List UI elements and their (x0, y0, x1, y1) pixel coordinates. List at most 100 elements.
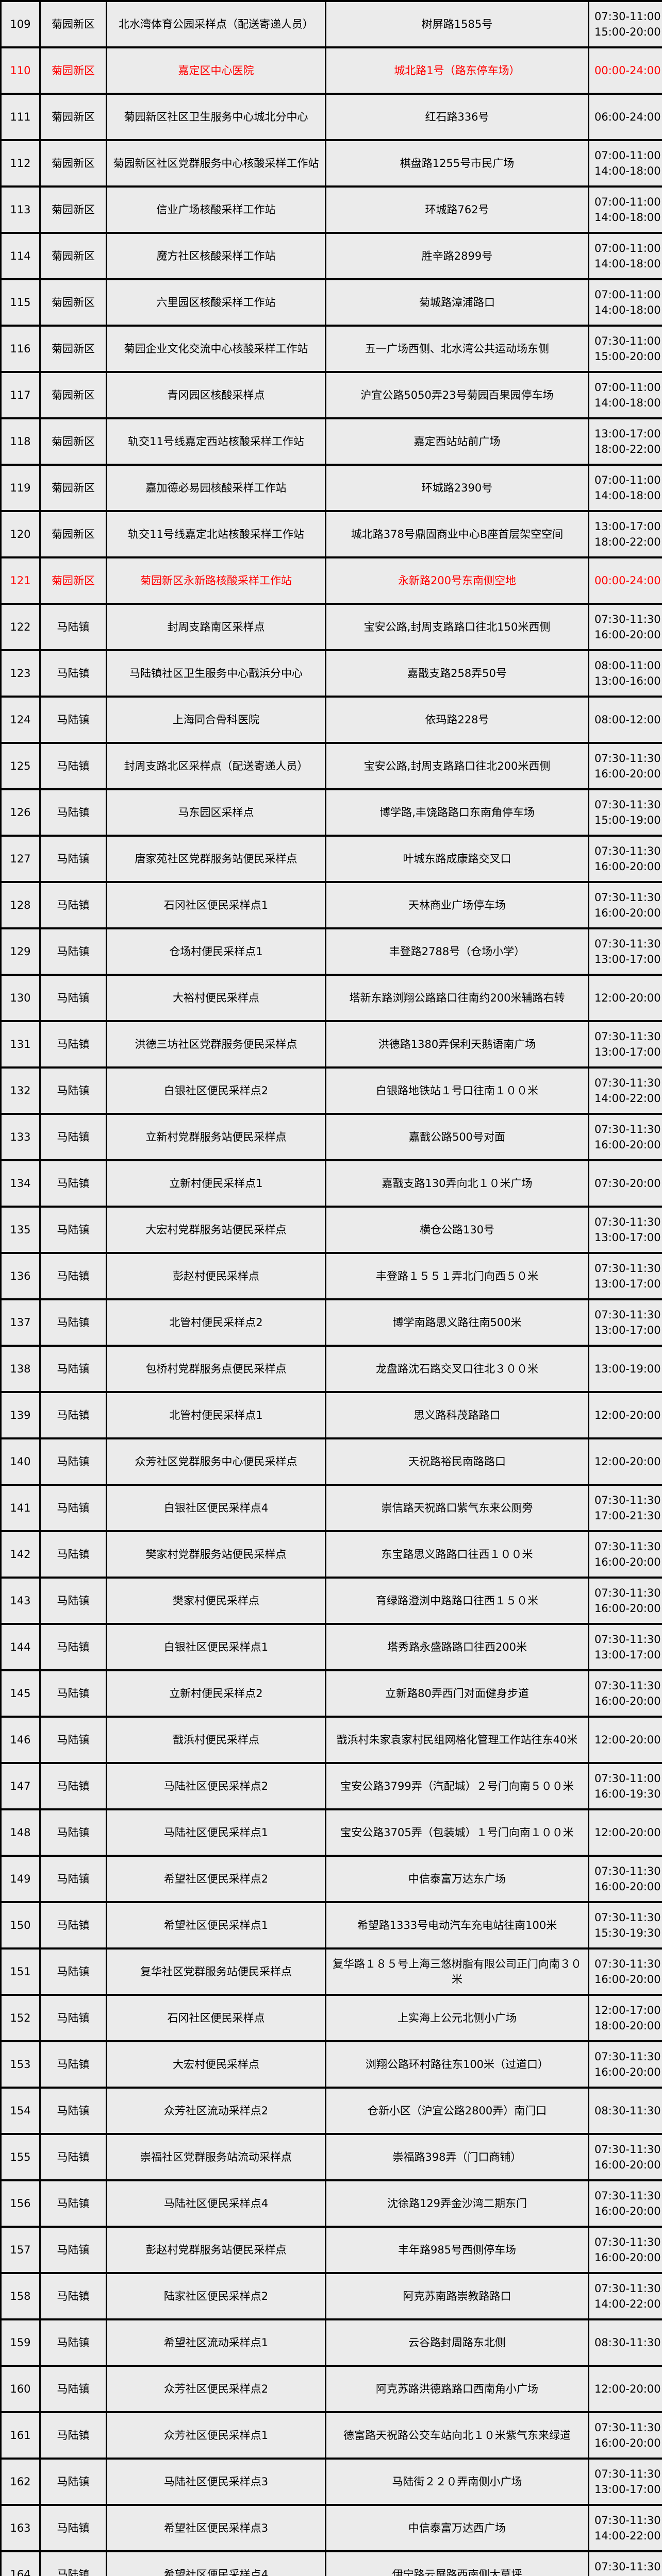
site-address: 依玛路228号 (325, 696, 589, 744)
site-number: 120 (0, 510, 41, 558)
site-hours: 12:00-20:00 (588, 1391, 662, 1439)
site-hours: 07:30-11:30 14:00-22:00 (588, 2272, 662, 2320)
site-address: 阿克苏南路崇教路路口 (325, 2272, 589, 2320)
table-row: 129 马陆镇 仓场村便民采样点1 丰登路2788号（仓场小学） 07:30-1… (0, 927, 662, 976)
site-number: 160 (0, 2365, 41, 2413)
site-name: 北管村便民采样点2 (106, 1298, 326, 1347)
site-address: 希望路1333号电动汽车充电站往南100米 (325, 1901, 589, 1950)
site-number: 117 (0, 371, 41, 419)
site-address: 戬浜村朱家袁家村民组网格化管理工作站往东40米 (325, 1716, 589, 1764)
site-district: 马陆镇 (39, 1994, 107, 2042)
site-name: 彭赵村党群服务站便民采样点 (106, 2226, 326, 2274)
site-name: 菊园企业文化交流中心核酸采样工作站 (106, 325, 326, 373)
site-number: 134 (0, 1159, 41, 1208)
site-name: 希望社区便民采样点3 (106, 2504, 326, 2552)
site-number: 135 (0, 1206, 41, 1254)
site-district: 马陆镇 (39, 2040, 107, 2089)
site-address: 中信泰富万达西广场 (325, 2504, 589, 2552)
table-row: 126 马陆镇 马东园区采样点 博学路,丰饶路路口东南角停车场 07:30-11… (0, 788, 662, 837)
site-name: 六里园区核酸采样工作站 (106, 278, 326, 327)
site-address: 宝安公路3799弄（汽配城）２号门向南５００米 (325, 1762, 589, 1810)
site-name: 轨交11号线嘉定西站核酸采样工作站 (106, 417, 326, 466)
site-address: 伊宁路云屏路西南侧大草坪 (325, 2550, 589, 2576)
site-name: 马陆镇社区卫生服务中心戬浜分中心 (106, 649, 326, 698)
table-row: 149 马陆镇 希望社区便民采样点2 中信泰富万达东广场 07:30-11:30… (0, 1855, 662, 1903)
site-number: 144 (0, 1623, 41, 1671)
site-hours: 07:30-11:30 13:00-17:00 (588, 1298, 662, 1347)
site-address: 树屏路1585号 (325, 0, 589, 48)
site-district: 马陆镇 (39, 2272, 107, 2320)
site-address: 复华路１８５号上海三悠树脂有限公司正门向南３０米 (325, 1947, 589, 1996)
site-name: 洪德三坊社区党群服务便民采样点 (106, 1020, 326, 1069)
table-row: 131 马陆镇 洪德三坊社区党群服务便民采样点 洪德路1380弄保利天鹅语南广场… (0, 1020, 662, 1069)
site-district: 马陆镇 (39, 1206, 107, 1254)
site-address: 丰年路985号西侧停车场 (325, 2226, 589, 2274)
site-number: 143 (0, 1577, 41, 1625)
site-hours: 07:30-11:00 16:00-19:30 (588, 1762, 662, 1810)
site-number: 140 (0, 1437, 41, 1486)
site-district: 马陆镇 (39, 1066, 107, 1115)
site-district: 马陆镇 (39, 2318, 107, 2367)
table-row: 139 马陆镇 北管村便民采样点1 思义路科茂路路口 12:00-20:00 (0, 1391, 662, 1439)
site-address: 育绿路澄浏中路路口往西１５０米 (325, 1577, 589, 1625)
site-address: 五一广场西侧、北水湾公共运动场东侧 (325, 325, 589, 373)
site-number: 114 (0, 232, 41, 280)
site-district: 菊园新区 (39, 185, 107, 234)
site-hours: 12:00-20:00 (588, 1808, 662, 1857)
site-number: 149 (0, 1855, 41, 1903)
table-row: 140 马陆镇 众芳社区党群服务中心便民采样点 天祝路裕民南路路口 12:00-… (0, 1437, 662, 1486)
site-address: 嘉戬支路258弄50号 (325, 649, 589, 698)
site-address: 上实海上公元北侧小广场 (325, 1994, 589, 2042)
site-name: 陆家社区便民采样点2 (106, 2272, 326, 2320)
site-hours: 07:30-11:30 15:00-19:00 (588, 788, 662, 837)
table-row: 163 马陆镇 希望社区便民采样点3 中信泰富万达西广场 07:30-11:30… (0, 2504, 662, 2552)
site-number: 147 (0, 1762, 41, 1810)
site-district: 马陆镇 (39, 2550, 107, 2576)
site-name: 众芳社区便民采样点1 (106, 2411, 326, 2460)
site-name: 轨交11号线嘉定北站核酸采样工作站 (106, 510, 326, 558)
table-row: 118 菊园新区 轨交11号线嘉定西站核酸采样工作站 嘉定西站站前广场 13:0… (0, 417, 662, 466)
site-number: 141 (0, 1484, 41, 1532)
site-district: 马陆镇 (39, 881, 107, 929)
table-row: 143 马陆镇 樊家村便民采样点 育绿路澄浏中路路口往西１５０米 07:30-1… (0, 1577, 662, 1625)
site-number: 113 (0, 185, 41, 234)
site-address: 红石路336号 (325, 93, 589, 141)
site-district: 马陆镇 (39, 2458, 107, 2506)
site-address: 白银路地铁站１号口往南１００米 (325, 1066, 589, 1115)
site-hours: 12:00-20:00 (588, 2365, 662, 2413)
site-hours: 07:00-11:00 14:00-18:00 (588, 139, 662, 188)
site-district: 菊园新区 (39, 278, 107, 327)
site-number: 158 (0, 2272, 41, 2320)
site-name: 魔方社区核酸采样工作站 (106, 232, 326, 280)
site-number: 163 (0, 2504, 41, 2552)
site-district: 马陆镇 (39, 2087, 107, 2135)
site-number: 133 (0, 1113, 41, 1161)
table-row: 159 马陆镇 希望社区流动采样点1 云谷路封周路东北侧 08:30-11:30 (0, 2318, 662, 2367)
site-number: 123 (0, 649, 41, 698)
site-name: 菊园新区社区卫生服务中心城北分中心 (106, 93, 326, 141)
table-row: 111 菊园新区 菊园新区社区卫生服务中心城北分中心 红石路336号 06:00… (0, 93, 662, 141)
site-name: 上海同合骨科医院 (106, 696, 326, 744)
site-name: 封周支路北区采样点（配送寄递人员） (106, 742, 326, 790)
table-row: 109 菊园新区 北水湾体育公园采样点（配送寄递人员） 树屏路1585号 07:… (0, 0, 662, 48)
site-name: 白银社区便民采样点4 (106, 1484, 326, 1532)
site-name: 崇福社区党群服务站流动采样点 (106, 2133, 326, 2181)
site-name: 信业广场核酸采样工作站 (106, 185, 326, 234)
table-row: 112 菊园新区 菊园新区社区党群服务中心核酸采样工作站 棋盘路1255号市民广… (0, 139, 662, 188)
site-address: 洪德路1380弄保利天鹅语南广场 (325, 1020, 589, 1069)
site-name: 马东园区采样点 (106, 788, 326, 837)
site-number: 109 (0, 0, 41, 48)
table-row: 120 菊园新区 轨交11号线嘉定北站核酸采样工作站 城北路378号鼎固商业中心… (0, 510, 662, 558)
site-hours: 07:30-11:30 15:30-19:30 (588, 1901, 662, 1950)
site-hours: 13:00-17:00 18:00-22:00 (588, 510, 662, 558)
table-row: 164 马陆镇 希望社区便民采样点4 伊宁路云屏路西南侧大草坪 07:30-11… (0, 2550, 662, 2576)
table-row: 113 菊园新区 信业广场核酸采样工作站 环城路762号 07:00-11:00… (0, 185, 662, 234)
site-address: 崇信路天祝路口紫气东来公厕旁 (325, 1484, 589, 1532)
